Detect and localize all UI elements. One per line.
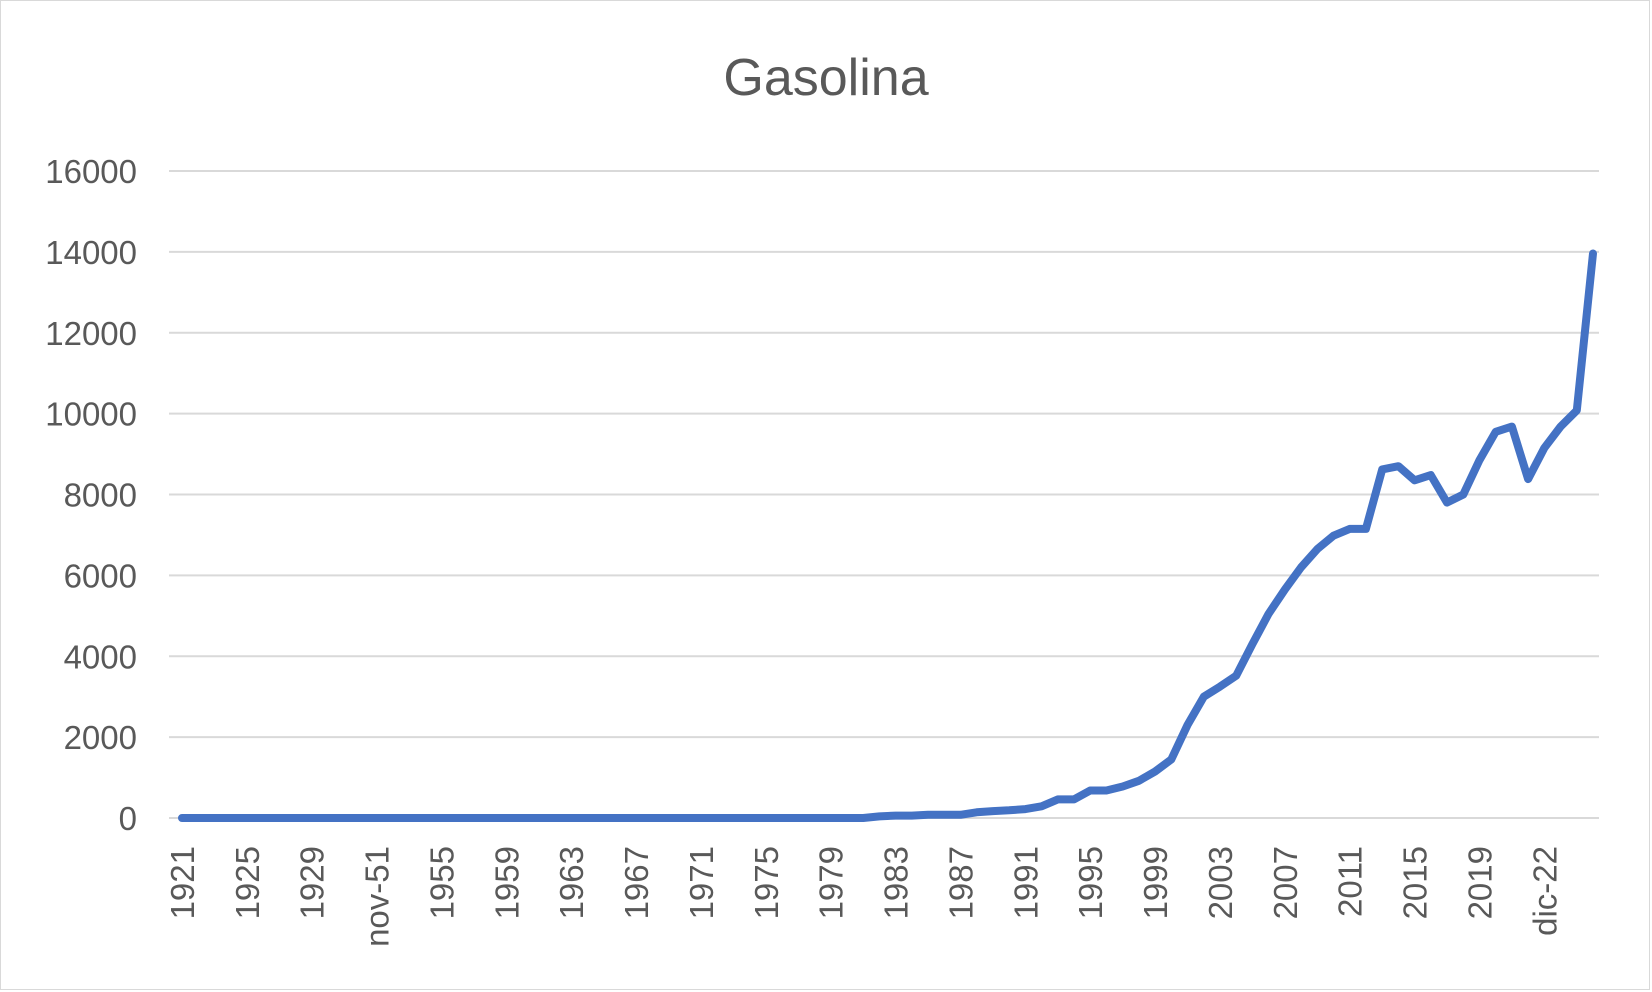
x-tick-label: 1921 — [164, 846, 201, 919]
y-tick-label: 8000 — [64, 477, 137, 514]
x-tick-label: 1991 — [1007, 846, 1044, 919]
x-tick-label: 1987 — [942, 846, 979, 919]
y-tick-label: 2000 — [64, 719, 137, 756]
chart-title: Gasolina — [723, 49, 928, 107]
x-tick-label: 1955 — [423, 846, 460, 919]
x-tick-label: 1979 — [813, 846, 850, 919]
gridlines — [169, 170, 1599, 819]
x-tick-label: 1975 — [748, 846, 785, 919]
x-tick-label: dic-22 — [1526, 846, 1563, 936]
x-tick-label: nov-51 — [359, 846, 396, 947]
x-tick-label: 1959 — [488, 846, 525, 919]
x-tick-label: 2003 — [1202, 846, 1239, 919]
x-tick-label: 2015 — [1397, 846, 1434, 919]
series-line — [178, 249, 1597, 822]
x-tick-label: 2007 — [1267, 846, 1304, 919]
y-tick-label: 0 — [119, 800, 137, 837]
x-tick-label: 1963 — [553, 846, 590, 919]
x-tick-label: 1967 — [618, 846, 655, 919]
series-group — [178, 249, 1597, 822]
y-tick-label: 10000 — [45, 396, 137, 433]
x-tick-label: 1983 — [878, 846, 915, 919]
y-axis-ticks: 0 2000 4000 6000 8000 10000 12000 14000 16000 — [45, 153, 137, 837]
x-tick-label: 1929 — [294, 846, 331, 919]
y-tick-label: 6000 — [64, 557, 137, 594]
y-tick-label: 14000 — [45, 234, 137, 271]
y-tick-label: 12000 — [45, 315, 137, 352]
x-tick-label: 2019 — [1461, 846, 1498, 919]
x-axis-ticks: 1921 1925 1929 nov-51 1955 1959 1963 1967 1971 19… — [164, 846, 1563, 947]
x-tick-label: 1971 — [683, 846, 720, 919]
x-tick-label: 1925 — [229, 846, 266, 919]
x-tick-label: 1995 — [1072, 846, 1109, 919]
x-tick-label: 2011 — [1332, 846, 1369, 917]
y-tick-label: 4000 — [64, 638, 137, 675]
x-tick-label: 1999 — [1137, 846, 1174, 919]
y-tick-label: 16000 — [45, 153, 137, 190]
